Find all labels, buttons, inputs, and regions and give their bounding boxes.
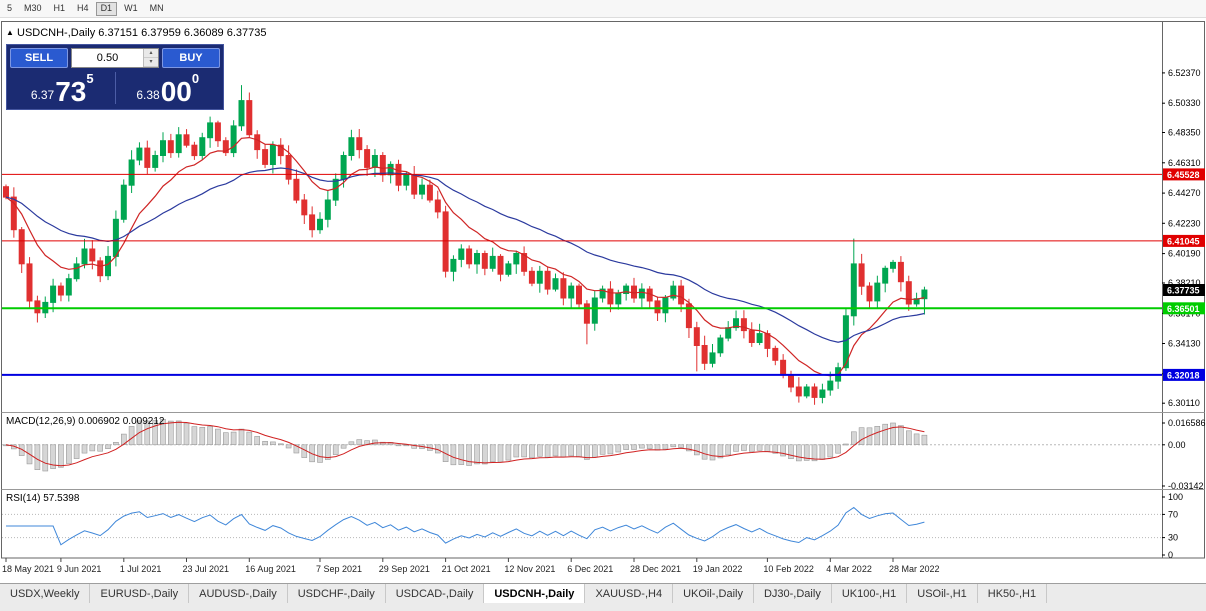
svg-text:6 Dec 2021: 6 Dec 2021 bbox=[567, 564, 613, 574]
lot-increase-button[interactable]: ▴ bbox=[144, 49, 158, 58]
sell-price-small: 6.37 bbox=[30, 88, 55, 102]
sell-price-big: 73 bbox=[55, 76, 87, 107]
svg-text:100: 100 bbox=[1168, 492, 1183, 502]
symbol-tab-usdx-weekly[interactable]: USDX,Weekly bbox=[0, 584, 91, 603]
svg-text:6.38210: 6.38210 bbox=[1168, 278, 1201, 288]
svg-text:6.36501: 6.36501 bbox=[1167, 304, 1200, 314]
lot-spinner: ▴ ▾ bbox=[143, 49, 158, 67]
price-tag-6.36501: 6.36501 bbox=[1163, 302, 1205, 315]
symbol-direction-icon: ▲ bbox=[6, 28, 14, 37]
svg-text:4 Mar 2022: 4 Mar 2022 bbox=[826, 564, 872, 574]
svg-text:23 Jul 2021: 23 Jul 2021 bbox=[183, 564, 230, 574]
rsi-line bbox=[6, 506, 925, 546]
price-tag-6.41045: 6.41045 bbox=[1163, 234, 1205, 247]
buy-price[interactable]: 6.38 00 0 bbox=[116, 70, 221, 106]
symbol-tab-usdcad-daily[interactable]: USDCAD-,Daily bbox=[385, 584, 485, 603]
svg-text:0.00: 0.00 bbox=[1168, 440, 1186, 450]
svg-text:6.37735: 6.37735 bbox=[1167, 286, 1200, 296]
symbol-tab-ukoil-daily[interactable]: UKOil-,Daily bbox=[673, 584, 754, 603]
symbol-tab-usdcnh-daily[interactable]: USDCNH-,Daily bbox=[484, 584, 586, 603]
svg-text:6.32018: 6.32018 bbox=[1167, 370, 1200, 380]
bottom-strip bbox=[0, 603, 1206, 611]
svg-text:28 Mar 2022: 28 Mar 2022 bbox=[889, 564, 940, 574]
time-axis[interactable]: 18 May 2021 9 Jun 2021 1 Jul 2021 23 Jul 20… bbox=[2, 558, 940, 574]
timeframe-mn[interactable]: MN bbox=[145, 2, 169, 16]
price-tag-6.32018: 6.32018 bbox=[1163, 368, 1205, 381]
ohlc-readout: USDCNH-,Daily 6.37151 6.37959 6.36089 6.… bbox=[17, 27, 267, 39]
price-tag-6.37735: 6.37735 bbox=[1163, 284, 1205, 296]
chart-tabs-bar: USDX,Weekly EURUSD-,Daily AUDUSD-,Daily USD… bbox=[0, 583, 1206, 603]
rsi-label: RSI(14) 57.5398 bbox=[6, 493, 80, 504]
symbol-tab-audusd-daily[interactable]: AUDUSD-,Daily bbox=[189, 584, 288, 603]
timeframe-h1[interactable]: H1 bbox=[49, 2, 71, 16]
chart-window: 6.52370 6.50330 6.48350 6.46310 6.44270 6.422… bbox=[0, 18, 1206, 583]
symbol-tab-usdchf-daily[interactable]: USDCHF-,Daily bbox=[287, 584, 386, 603]
symbol-tab-xauusd-h4[interactable]: XAUUSD-,H4 bbox=[585, 584, 674, 603]
symbol-tab-hk50-h1[interactable]: HK50-,H1 bbox=[977, 584, 1048, 603]
lot-size-control[interactable]: ▴ ▾ bbox=[71, 48, 159, 68]
chart-header: ▲ USDCNH-,Daily 6.37151 6.37959 6.36089 6… bbox=[6, 27, 267, 39]
svg-text:21 Oct 2021: 21 Oct 2021 bbox=[442, 564, 491, 574]
buy-button[interactable]: BUY bbox=[162, 48, 220, 68]
buy-price-big: 00 bbox=[160, 76, 192, 107]
svg-text:29 Sep 2021: 29 Sep 2021 bbox=[379, 564, 430, 574]
svg-text:0: 0 bbox=[1168, 550, 1173, 560]
svg-text:6.44270: 6.44270 bbox=[1168, 188, 1201, 198]
svg-text:6.41045: 6.41045 bbox=[1167, 236, 1200, 246]
price-tag-6.45528: 6.45528 bbox=[1163, 168, 1205, 181]
symbol-tab-usoil-h1[interactable]: USOil-,H1 bbox=[907, 584, 978, 603]
sell-price-sup: 5 bbox=[86, 71, 94, 86]
svg-text:0.016586: 0.016586 bbox=[1168, 418, 1206, 428]
buy-price-small: 6.38 bbox=[136, 88, 160, 102]
svg-text:16 Aug 2021: 16 Aug 2021 bbox=[245, 564, 296, 574]
macd-panel[interactable] bbox=[2, 418, 1162, 472]
svg-text:7 Sep 2021: 7 Sep 2021 bbox=[316, 564, 362, 574]
svg-text:6.52370: 6.52370 bbox=[1168, 68, 1201, 78]
timeframe-m30[interactable]: M30 bbox=[19, 2, 47, 16]
svg-text:6.34130: 6.34130 bbox=[1168, 339, 1201, 349]
svg-text:6.40190: 6.40190 bbox=[1168, 249, 1201, 259]
ma-slow-line bbox=[5, 167, 925, 343]
svg-text:6.50330: 6.50330 bbox=[1168, 98, 1201, 108]
svg-text:10 Feb 2022: 10 Feb 2022 bbox=[763, 564, 814, 574]
svg-text:18 May 2021: 18 May 2021 bbox=[2, 564, 54, 574]
timeframe-h4[interactable]: H4 bbox=[72, 2, 94, 16]
svg-text:19 Jan 2022: 19 Jan 2022 bbox=[693, 564, 743, 574]
timeframe-d1[interactable]: D1 bbox=[95, 1, 118, 16]
svg-text:9 Jun 2021: 9 Jun 2021 bbox=[57, 564, 102, 574]
lot-size-input[interactable] bbox=[72, 49, 143, 67]
price-divider bbox=[114, 72, 116, 104]
svg-text:28 Dec 2021: 28 Dec 2021 bbox=[630, 564, 681, 574]
svg-text:6.42230: 6.42230 bbox=[1168, 218, 1201, 228]
macd-histogram bbox=[3, 418, 928, 472]
timeframe-w1[interactable]: W1 bbox=[119, 2, 143, 16]
chart-canvas[interactable]: 6.52370 6.50330 6.48350 6.46310 6.44270 6.422… bbox=[0, 18, 1206, 583]
symbol-tab-eurusd-daily[interactable]: EURUSD-,Daily bbox=[90, 584, 190, 603]
macd-signal-line bbox=[5, 421, 925, 467]
svg-text:6.46310: 6.46310 bbox=[1168, 158, 1201, 168]
svg-text:6.30110: 6.30110 bbox=[1168, 398, 1200, 408]
symbol-tab-uk100-h1[interactable]: UK100-,H1 bbox=[831, 584, 908, 603]
price-axis[interactable]: 6.52370 6.50330 6.48350 6.46310 6.44270 6.422… bbox=[1162, 68, 1205, 408]
macd-label: MACD(12,26,9) 0.006902 0.009212 bbox=[6, 416, 165, 427]
svg-text:1 Jul 2021: 1 Jul 2021 bbox=[120, 564, 162, 574]
sell-button[interactable]: SELL bbox=[10, 48, 68, 68]
svg-text:6.45528: 6.45528 bbox=[1167, 170, 1200, 180]
sell-price[interactable]: 6.37 73 5 bbox=[10, 70, 115, 106]
timeframe-5[interactable]: 5 bbox=[2, 2, 17, 16]
svg-text:70: 70 bbox=[1168, 509, 1178, 519]
timeframe-toolbar: 5 M30 H1 H4 D1 W1 MN bbox=[0, 0, 1206, 18]
svg-text:6.48350: 6.48350 bbox=[1168, 128, 1201, 138]
buy-price-sup: 0 bbox=[191, 71, 200, 86]
price-panel[interactable] bbox=[2, 85, 1162, 405]
svg-text:30: 30 bbox=[1168, 533, 1178, 543]
symbol-tab-dj30-daily[interactable]: DJ30-,Daily bbox=[753, 584, 832, 603]
rsi-panel[interactable] bbox=[2, 506, 1162, 546]
ma-fast-line bbox=[5, 136, 925, 377]
svg-text:12 Nov 2021: 12 Nov 2021 bbox=[504, 564, 555, 574]
lot-decrease-button[interactable]: ▾ bbox=[144, 58, 158, 67]
svg-text:-0.03142: -0.03142 bbox=[1168, 481, 1204, 491]
